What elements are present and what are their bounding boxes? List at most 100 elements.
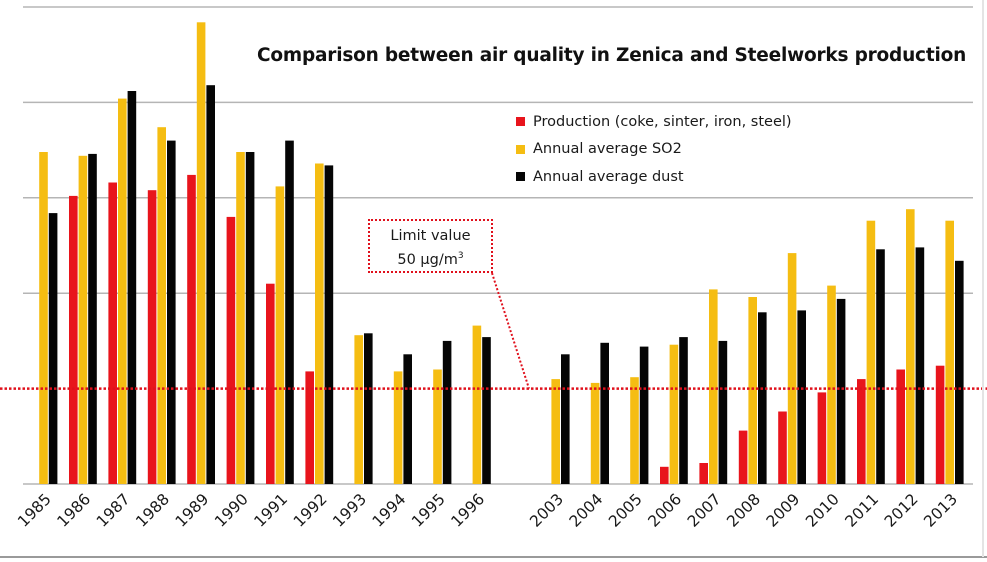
- bars: [39, 22, 964, 485]
- bar-annual-2013: [945, 220, 954, 484]
- x-tick-label: 2011: [842, 490, 883, 531]
- bar-annual-1985: [48, 213, 58, 484]
- bar-annual-2006: [679, 337, 688, 484]
- bar-annual-1986: [88, 153, 97, 484]
- x-tick-label: 1990: [211, 490, 252, 531]
- bar-annual-2008: [758, 312, 767, 484]
- bar-annual-2013: [955, 260, 964, 484]
- x-tick-label: 2006: [645, 490, 686, 531]
- x-tick-label: 1996: [448, 490, 489, 531]
- chart-title: Comparison between air quality in Zenica…: [257, 45, 967, 66]
- bar-annual-1990: [236, 152, 245, 484]
- x-tick-label: 2003: [526, 490, 567, 531]
- bar-production-2009: [778, 411, 787, 484]
- bar-annual-2009: [797, 310, 806, 484]
- x-tick-label: 1986: [54, 490, 95, 531]
- bar-annual-2003: [561, 354, 570, 484]
- x-tick-label: 1985: [14, 490, 55, 531]
- bar-annual-2011: [866, 220, 876, 484]
- x-tick-label: 1993: [329, 490, 370, 531]
- legend-label-dust: Annual average dust: [533, 168, 684, 185]
- bar-production-1992: [305, 371, 314, 484]
- bar-annual-1994: [393, 371, 403, 484]
- gridlines: [23, 6, 973, 485]
- bar-annual-1990: [245, 152, 255, 484]
- limit-line-group: [0, 272, 987, 390]
- limit-value-unit: 50 μg/m: [397, 251, 458, 268]
- x-tick-label: 1992: [290, 490, 331, 531]
- bar-annual-2009: [787, 253, 797, 484]
- bar-annual-1992: [315, 163, 324, 484]
- x-tick-label: 2008: [723, 490, 764, 531]
- bar-annual-1989: [206, 85, 215, 484]
- bar-annual-1994: [403, 354, 412, 484]
- bar-annual-1995: [433, 369, 442, 484]
- bar-production-1989: [187, 174, 196, 484]
- bar-production-2006: [660, 466, 669, 484]
- bar-production-1986: [69, 195, 78, 484]
- bar-annual-2010: [827, 285, 836, 484]
- bar-production-1988: [147, 190, 157, 484]
- bar-annual-1986: [78, 155, 88, 485]
- bar-annual-1993: [364, 333, 373, 484]
- bar-annual-1996: [472, 325, 482, 484]
- bar-production-2007: [699, 463, 708, 484]
- bar-annual-2006: [669, 344, 679, 484]
- bar-annual-1992: [324, 165, 334, 484]
- limit-value-annotation: Limit value 50 μg/m3: [368, 219, 493, 273]
- limit-value-superscript: 3: [457, 251, 464, 261]
- legend: Production (coke, sinter, iron, steel) A…: [516, 108, 792, 191]
- x-tick-label: 1989: [172, 490, 213, 531]
- legend-label-production: Production (coke, sinter, iron, steel): [533, 113, 792, 130]
- bar-annual-2004: [600, 342, 609, 484]
- bar-annual-1995: [442, 340, 452, 484]
- bar-annual-1991: [285, 140, 294, 484]
- bar-annual-2008: [748, 297, 757, 484]
- x-tick-label: 1991: [251, 490, 292, 531]
- bar-annual-2005: [630, 377, 639, 484]
- x-tick-label: 1987: [93, 490, 134, 531]
- legend-swatch-production: [516, 117, 525, 127]
- legend-label-so2: Annual average SO2: [533, 141, 682, 158]
- legend-swatch-dust: [516, 172, 525, 182]
- x-tick-label: 1994: [369, 490, 410, 531]
- bar-annual-2004: [590, 382, 600, 484]
- bar-production-1991: [266, 283, 275, 484]
- bar-annual-1987: [118, 98, 127, 484]
- bar-annual-2007: [718, 340, 728, 484]
- bar-annual-1987: [127, 91, 137, 484]
- bar-annual-1988: [167, 140, 176, 484]
- bar-production-2008: [738, 430, 748, 484]
- limit-callout-connector: [491, 272, 530, 389]
- bar-annual-1996: [482, 337, 491, 484]
- bar-annual-2011: [876, 249, 885, 484]
- legend-item-dust: Annual average dust: [516, 163, 792, 191]
- bar-annual-2005: [639, 346, 649, 484]
- x-tick-label: 2004: [566, 490, 607, 531]
- bar-production-2011: [857, 379, 866, 484]
- x-tick-label: 2005: [605, 490, 646, 531]
- frame-bottom-border: [0, 556, 987, 558]
- legend-item-so2: Annual average SO2: [516, 136, 792, 164]
- x-tick-labels: 1985198619871988198919901991199219931994…: [14, 490, 961, 531]
- bar-annual-2003: [551, 379, 560, 484]
- limit-value-label: Limit value: [390, 228, 471, 244]
- frame-right-border: [982, 0, 984, 557]
- limit-value-amount: 50 μg/m3: [370, 246, 491, 270]
- x-tick-label: 1988: [132, 490, 173, 531]
- bar-annual-1985: [39, 152, 48, 484]
- x-tick-label: 2012: [881, 490, 922, 531]
- bar-annual-2012: [915, 247, 925, 484]
- legend-swatch-so2: [516, 144, 525, 154]
- x-tick-label: 2013: [920, 490, 961, 531]
- bar-annual-2007: [709, 289, 718, 484]
- x-tick-label: 2009: [763, 490, 804, 531]
- bar-annual-1993: [354, 335, 363, 484]
- legend-item-production: Production (coke, sinter, iron, steel): [516, 108, 792, 136]
- x-tick-label: 1995: [408, 490, 449, 531]
- x-tick-label: 2010: [802, 490, 843, 531]
- bar-production-2013: [935, 365, 945, 484]
- bar-annual-1989: [196, 22, 206, 485]
- bar-annual-1991: [275, 186, 285, 484]
